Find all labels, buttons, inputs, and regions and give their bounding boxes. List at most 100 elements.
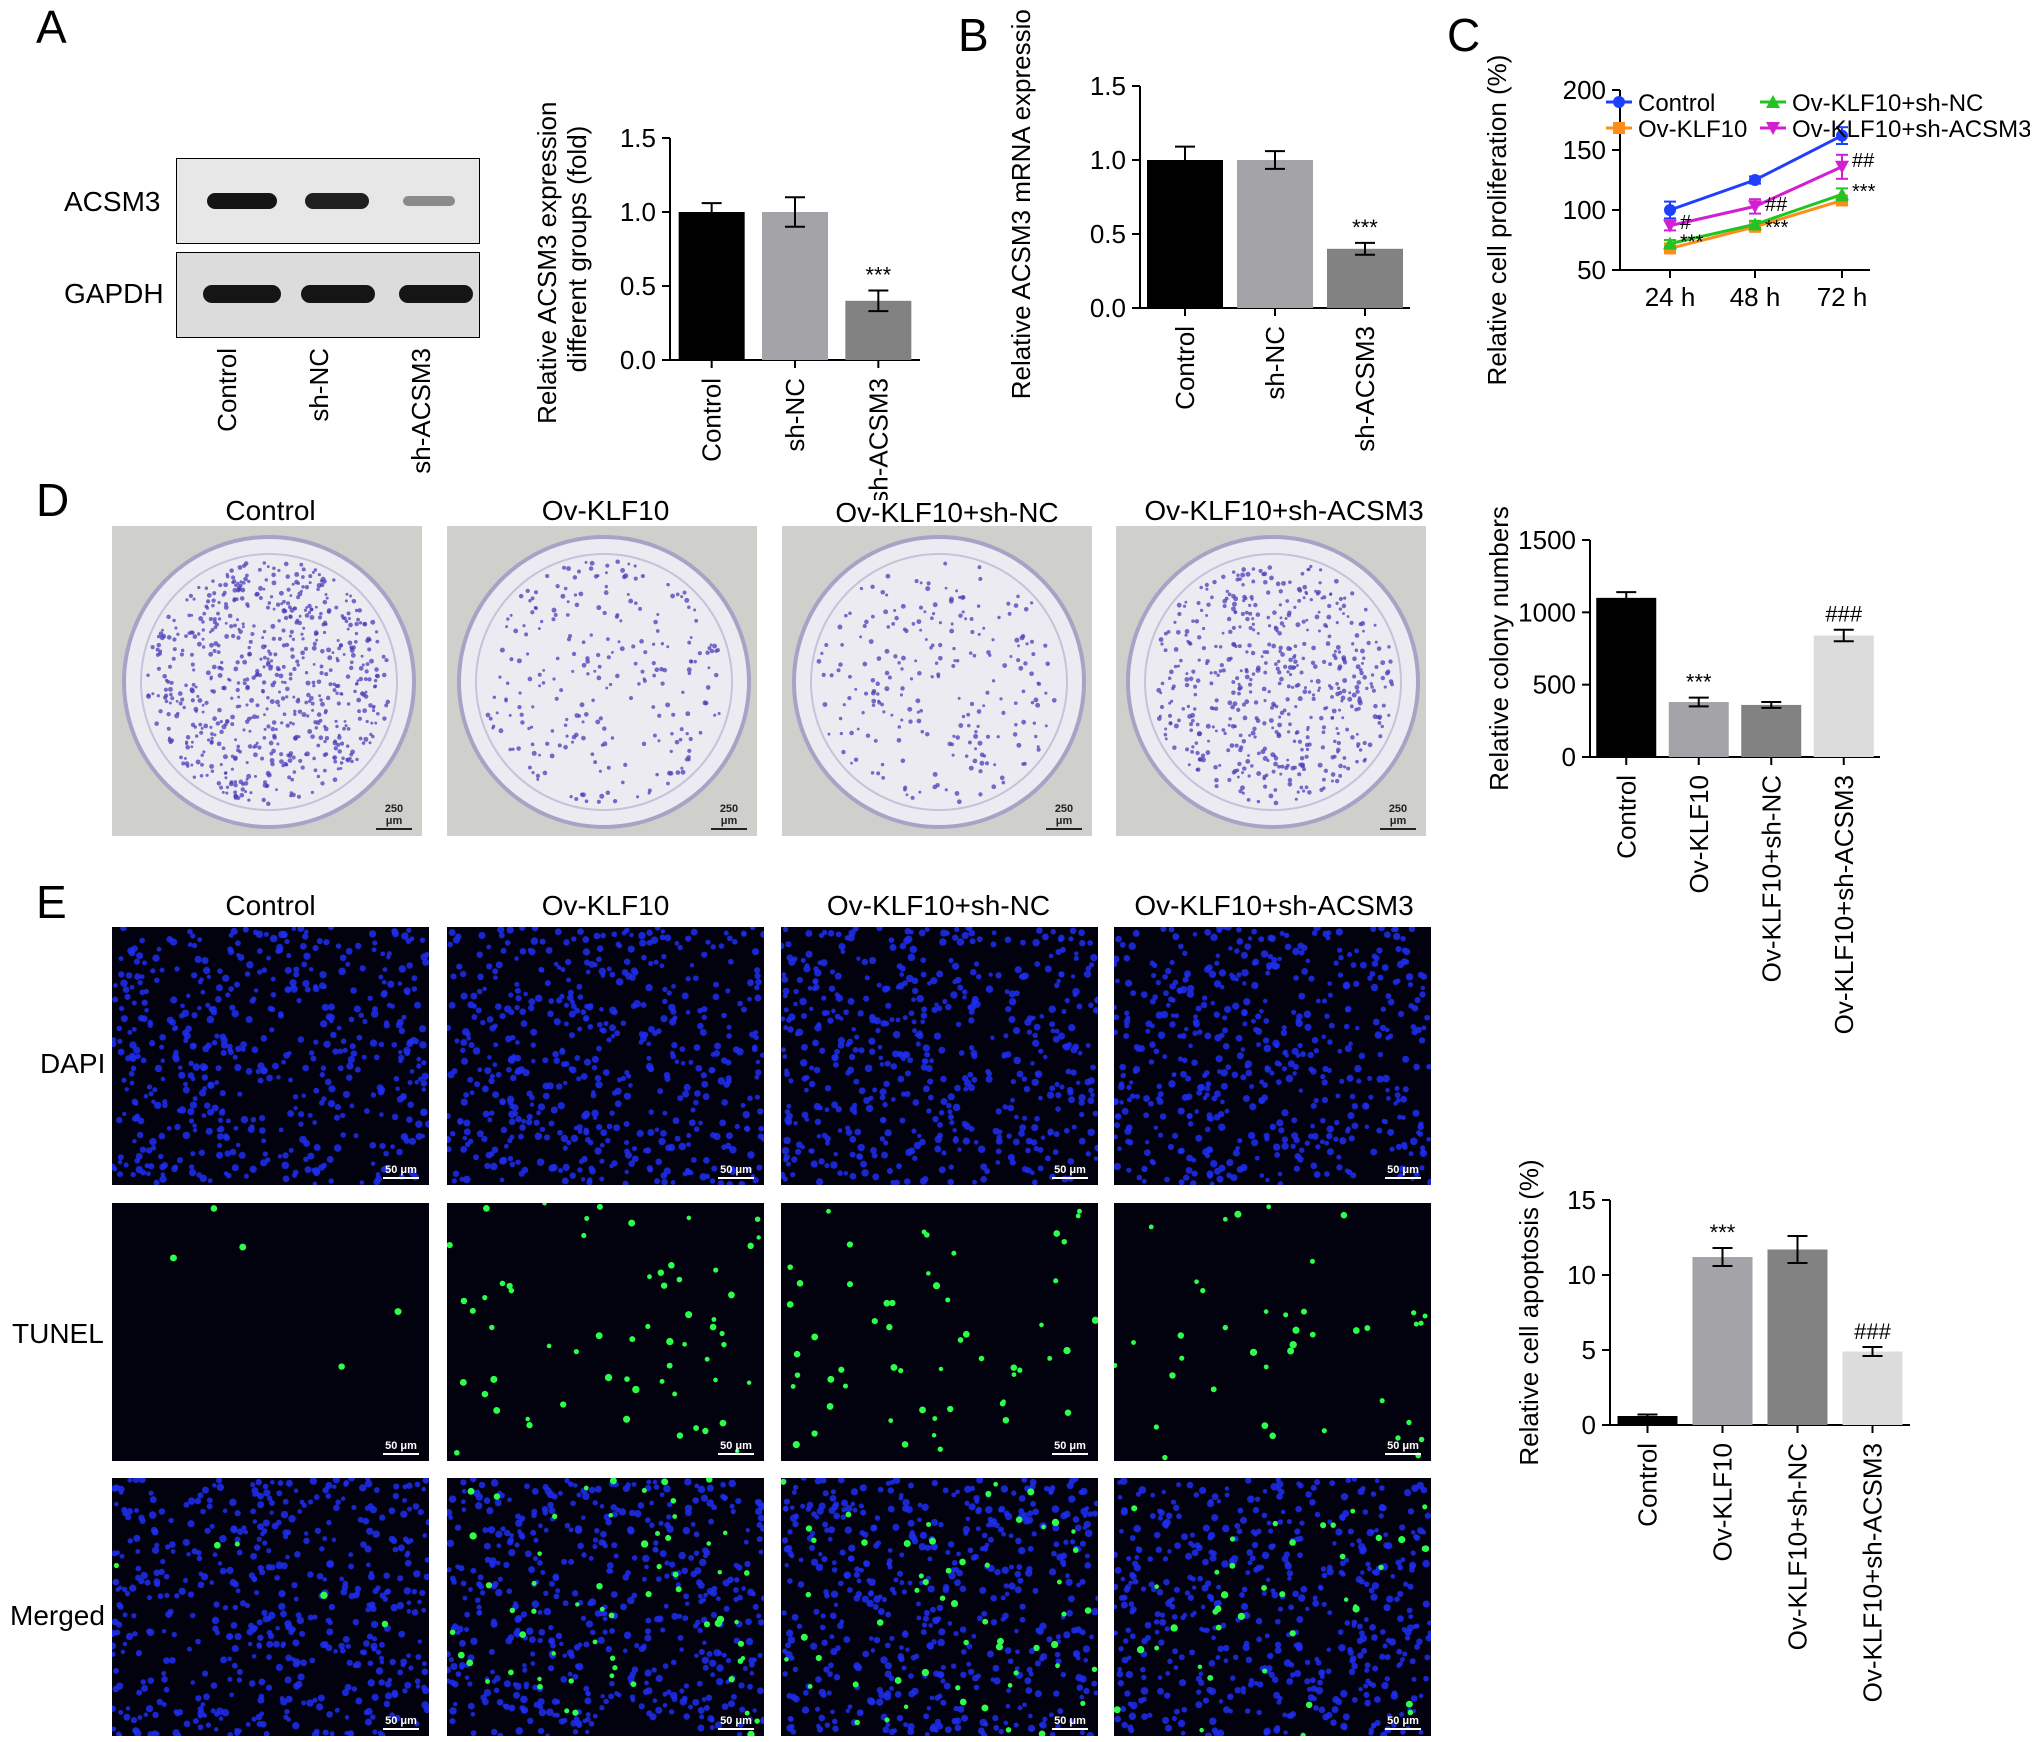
nucleus xyxy=(813,1066,821,1074)
nucleus xyxy=(247,1641,253,1647)
nucleus xyxy=(833,1151,839,1157)
blot-lane-label: sh-NC xyxy=(304,348,334,422)
nucleus xyxy=(971,1076,978,1083)
nucleus xyxy=(217,1143,223,1149)
nucleus xyxy=(271,1062,279,1070)
nucleus xyxy=(1180,1070,1187,1078)
nucleus xyxy=(347,1730,355,1736)
colony-dot xyxy=(571,669,575,673)
nucleus xyxy=(1059,971,1065,977)
colony-dot xyxy=(291,755,296,760)
colony-dot xyxy=(1156,687,1162,693)
colony-dot xyxy=(300,765,305,770)
nucleus xyxy=(150,968,156,974)
colony-dot xyxy=(569,794,573,799)
colony-dot xyxy=(689,636,693,639)
nucleus xyxy=(599,1007,604,1012)
nucleus xyxy=(580,1009,587,1015)
colony-dot xyxy=(919,708,924,713)
colony-dot xyxy=(1297,696,1303,702)
nucleus xyxy=(229,1004,236,1011)
nucleus xyxy=(1185,1075,1192,1082)
nucleus xyxy=(1400,1115,1406,1120)
colony-dot xyxy=(182,705,186,710)
nucleus xyxy=(1012,1026,1021,1035)
nucleus xyxy=(1392,979,1399,986)
nucleus xyxy=(203,1693,210,1701)
nucleus xyxy=(270,991,277,998)
colony-dot xyxy=(1173,620,1177,624)
nucleus xyxy=(659,1492,665,1498)
nucleus xyxy=(340,1588,348,1596)
nucleus xyxy=(1381,964,1389,972)
colony-dot xyxy=(1277,670,1282,675)
nucleus xyxy=(857,1010,864,1017)
colony-dot xyxy=(864,691,869,696)
colony-dot xyxy=(245,703,249,707)
nucleus xyxy=(342,1047,348,1053)
colony-dot xyxy=(358,621,363,625)
nucleus xyxy=(267,1611,276,1620)
tunel-positive-cell xyxy=(460,1297,468,1305)
nucleus xyxy=(1121,1107,1129,1115)
nucleus xyxy=(1213,1167,1221,1175)
nucleus xyxy=(348,1592,356,1600)
colony-dot xyxy=(1271,769,1276,774)
nucleus xyxy=(720,1057,728,1064)
nucleus xyxy=(299,1135,307,1144)
colony-dot xyxy=(1333,656,1338,661)
nucleus xyxy=(307,1152,315,1160)
nucleus xyxy=(257,1696,265,1704)
nucleus xyxy=(282,1498,289,1505)
nucleus xyxy=(1399,1165,1406,1173)
colony-dot xyxy=(1214,698,1219,703)
nucleus xyxy=(963,1086,969,1092)
colony-dot xyxy=(868,639,874,644)
nucleus xyxy=(313,1494,320,1501)
colony-dot xyxy=(714,672,719,678)
colony-dot xyxy=(292,666,297,672)
nucleus xyxy=(734,1577,740,1583)
colony-dot xyxy=(286,753,291,758)
nucleus xyxy=(638,1703,645,1710)
colony-dot xyxy=(312,641,317,647)
nucleus xyxy=(252,1519,258,1524)
nucleus xyxy=(627,945,635,953)
colony-dot xyxy=(1016,742,1022,748)
colony-dot xyxy=(335,724,339,729)
nucleus xyxy=(383,1150,390,1157)
nucleus xyxy=(834,1013,841,1020)
nucleus xyxy=(222,1508,228,1514)
tunel-positive-cell xyxy=(1309,1331,1316,1338)
colony-dot xyxy=(363,622,367,626)
nucleus xyxy=(800,1012,807,1019)
nucleus xyxy=(510,1074,517,1082)
nucleus xyxy=(382,1165,390,1173)
nucleus xyxy=(495,961,503,969)
nucleus xyxy=(379,1655,385,1661)
tunel-positive-cell xyxy=(1169,1372,1176,1379)
nucleus xyxy=(422,1533,428,1538)
data-point xyxy=(1836,129,1848,142)
nucleus xyxy=(123,1713,131,1721)
colony-dot xyxy=(328,682,333,687)
nucleus xyxy=(1410,1137,1418,1146)
nucleus xyxy=(1310,1162,1318,1170)
nucleus xyxy=(1219,1032,1225,1039)
nucleus xyxy=(382,967,388,973)
y-tick-label: 1.0 xyxy=(1090,145,1126,175)
nucleus xyxy=(304,929,309,935)
tunel-positive-cell xyxy=(756,1235,761,1240)
nucleus xyxy=(883,1020,890,1027)
colony-dot xyxy=(599,793,605,799)
colony-dot xyxy=(1390,682,1394,687)
nucleus xyxy=(235,1588,241,1594)
tunel-positive-cell xyxy=(469,1307,476,1314)
nucleus xyxy=(449,1707,457,1715)
colony-dot xyxy=(357,709,361,714)
colony-dot xyxy=(1304,754,1309,759)
colony-dot xyxy=(151,692,155,696)
nucleus xyxy=(1127,1139,1134,1146)
nucleus xyxy=(1337,947,1343,953)
colony-dot xyxy=(319,611,323,616)
